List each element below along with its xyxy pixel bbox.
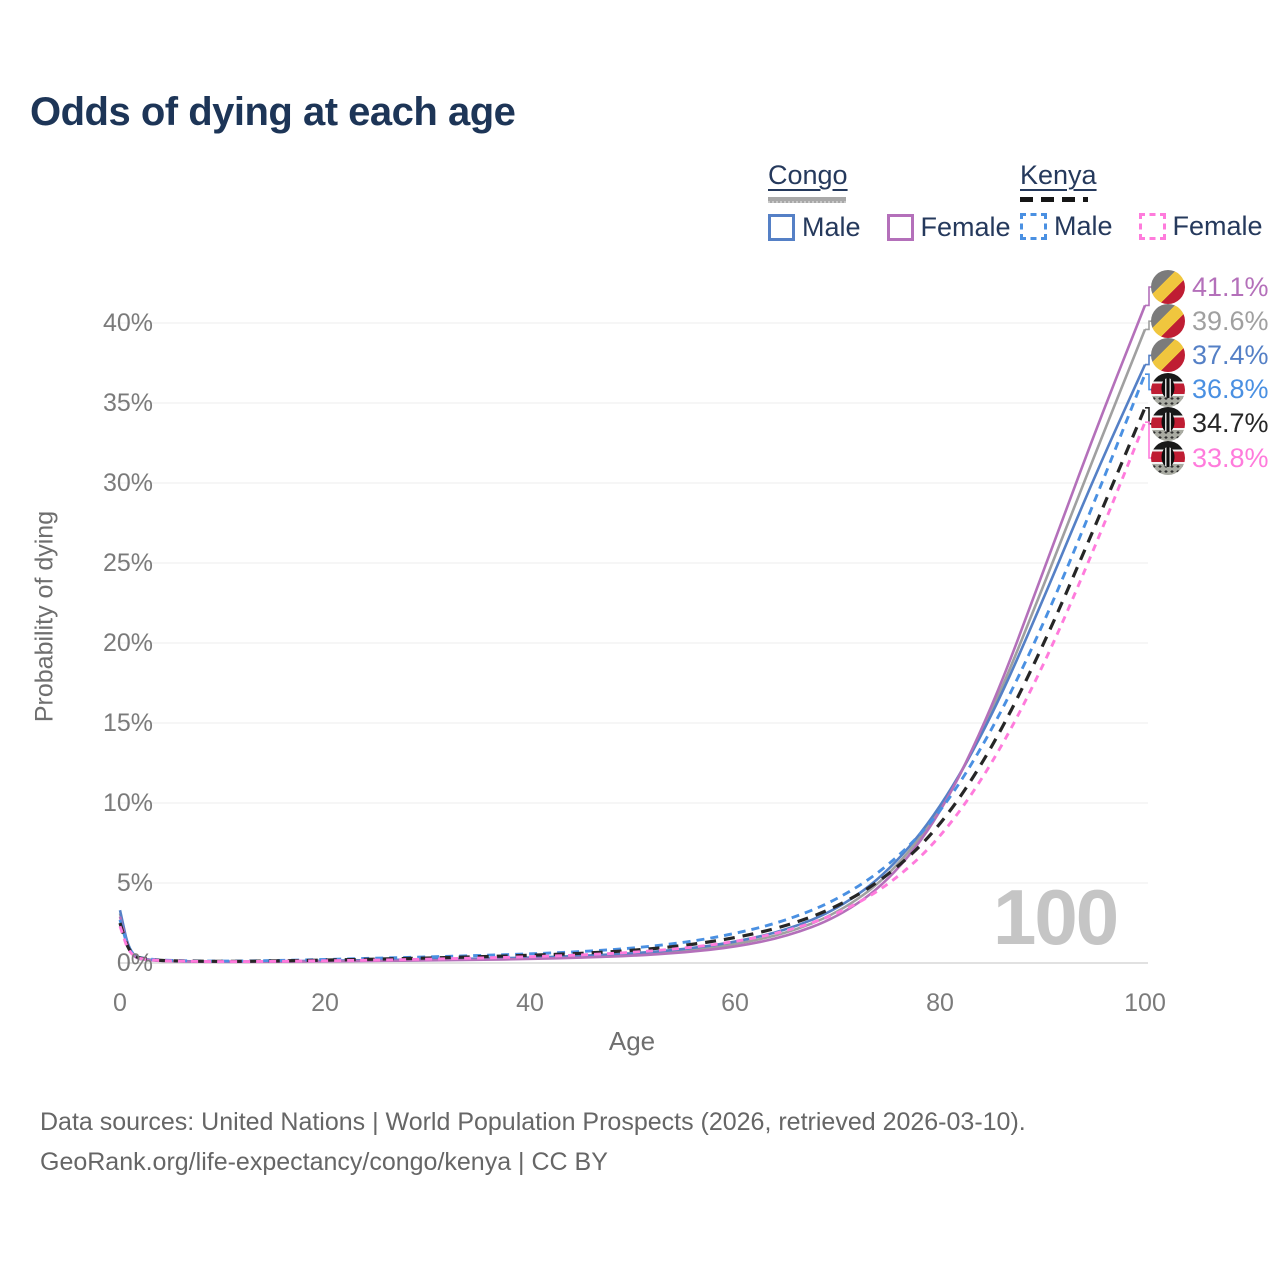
legend-label-kenya-female: Female — [1172, 211, 1263, 241]
legend-item-congo-female[interactable]: Female — [886, 212, 1011, 243]
end-value-label: 37.4% — [1192, 339, 1269, 370]
y-axis-title: Probability of dying — [30, 510, 59, 723]
series-line-congo-female — [118, 304, 1147, 964]
series-line-congo-male — [118, 364, 1147, 963]
legend-group-congo: Congo Male Female — [768, 160, 1011, 243]
end-value-label: 36.8% — [1192, 374, 1269, 405]
kenya-line-style-sample — [1020, 197, 1088, 202]
y-tick-40%: 40% — [102, 309, 153, 337]
end-label-congo-both: 39.6% — [1151, 304, 1269, 339]
congo-line-style-sample — [768, 197, 846, 203]
legend-item-kenya-male[interactable]: Male — [1020, 211, 1113, 242]
y-tick-15%: 15% — [102, 709, 153, 737]
x-tick-100: 100 — [1124, 989, 1166, 1017]
congo-flag-icon — [1151, 270, 1185, 304]
legend-kenya-title: Kenya — [1020, 160, 1097, 190]
congo-male-swatch-icon — [768, 214, 795, 241]
x-tick-80: 80 — [926, 989, 954, 1017]
legend-label-congo-male: Male — [802, 212, 861, 242]
age-watermark: 100 — [993, 873, 1119, 961]
end-label-kenya-female: 33.8% — [1151, 441, 1269, 476]
y-tick-20%: 20% — [102, 629, 153, 657]
legend-item-congo-male[interactable]: Male — [768, 212, 861, 243]
kenya-female-swatch-icon — [1138, 213, 1166, 240]
kenya-flag-icon — [1151, 441, 1185, 475]
y-tick-30%: 30% — [102, 469, 153, 497]
legend-item-kenya-female[interactable]: Female — [1138, 211, 1263, 242]
series-line-kenya-both — [118, 407, 1147, 963]
y-tick-25%: 25% — [102, 549, 153, 577]
y-tick-35%: 35% — [102, 389, 153, 417]
y-tick-5%: 5% — [116, 869, 153, 897]
end-label-congo-male: 37.4% — [1151, 338, 1269, 373]
kenya-flag-icon — [1151, 372, 1185, 407]
legend-label-congo-female: Female — [920, 212, 1011, 242]
y-tick-0%: 0% — [116, 949, 153, 977]
legend-group-kenya: Kenya Male Female — [1020, 160, 1263, 242]
congo-female-swatch-icon — [886, 214, 914, 241]
end-label-kenya-male: 36.8% — [1151, 372, 1269, 407]
kenya-flag-icon — [1151, 406, 1185, 441]
legend-label-kenya-male: Male — [1054, 211, 1113, 241]
x-tick-60: 60 — [721, 989, 749, 1017]
series-line-kenya-male — [118, 373, 1147, 963]
x-tick-40: 40 — [516, 989, 544, 1017]
kenya-male-swatch-icon — [1020, 213, 1047, 240]
page-title: Odds of dying at each age — [30, 90, 516, 134]
footer-data-sources: Data sources: United Nations | World Pop… — [40, 1108, 1026, 1136]
series-line-congo-both — [118, 328, 1147, 964]
end-value-label: 41.1% — [1192, 271, 1269, 302]
end-value-label: 39.6% — [1192, 305, 1269, 336]
end-value-label: 33.8% — [1192, 442, 1269, 473]
end-label-congo-female: 41.1% — [1151, 270, 1269, 305]
legend-congo-title: Congo — [768, 160, 848, 190]
x-tick-0: 0 — [113, 989, 127, 1017]
x-axis-title: Age — [608, 1026, 656, 1056]
end-label-kenya-both: 34.7% — [1151, 406, 1269, 441]
x-tick-20: 20 — [311, 989, 339, 1017]
footer-attribution: GeoRank.org/life-expectancy/congo/kenya … — [40, 1148, 608, 1176]
congo-flag-icon — [1151, 338, 1185, 373]
congo-flag-icon — [1151, 304, 1185, 339]
y-tick-10%: 10% — [102, 789, 153, 817]
series-line-kenya-female — [118, 421, 1147, 964]
end-value-label: 34.7% — [1192, 408, 1269, 439]
